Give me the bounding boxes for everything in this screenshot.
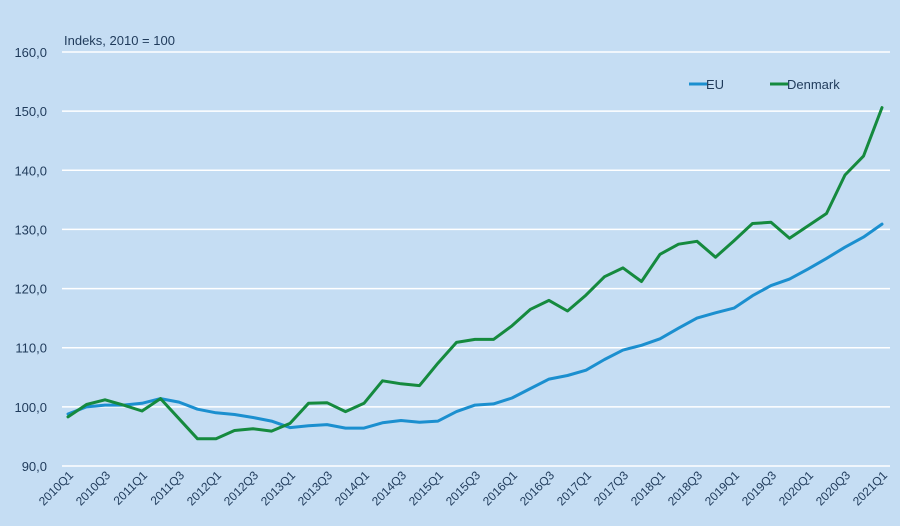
y-tick-label: 120,0 <box>14 282 47 297</box>
y-tick-label: 150,0 <box>14 104 47 119</box>
unit-label: Indeks, 2010 = 100 <box>64 33 175 48</box>
series-lines <box>66 106 884 441</box>
series-line-denmark <box>66 106 884 441</box>
y-tick-label: 140,0 <box>14 163 47 178</box>
series-line-eu <box>66 222 884 430</box>
y-tick-label: 160,0 <box>14 45 47 60</box>
gridlines <box>62 51 890 467</box>
y-tick-label: 90,0 <box>22 459 47 474</box>
y-axis: 160,0 150,0 140,0 130,0 120,0 110,0 100,0 90,0 <box>14 45 47 474</box>
y-tick-label: 130,0 <box>14 222 47 237</box>
y-tick-label: 100,0 <box>14 400 47 415</box>
y-tick-label: 110,0 <box>15 341 47 356</box>
legend: EU Denmark <box>689 77 840 92</box>
legend-label-denmark: Denmark <box>787 77 840 92</box>
legend-label-eu: EU <box>706 77 724 92</box>
